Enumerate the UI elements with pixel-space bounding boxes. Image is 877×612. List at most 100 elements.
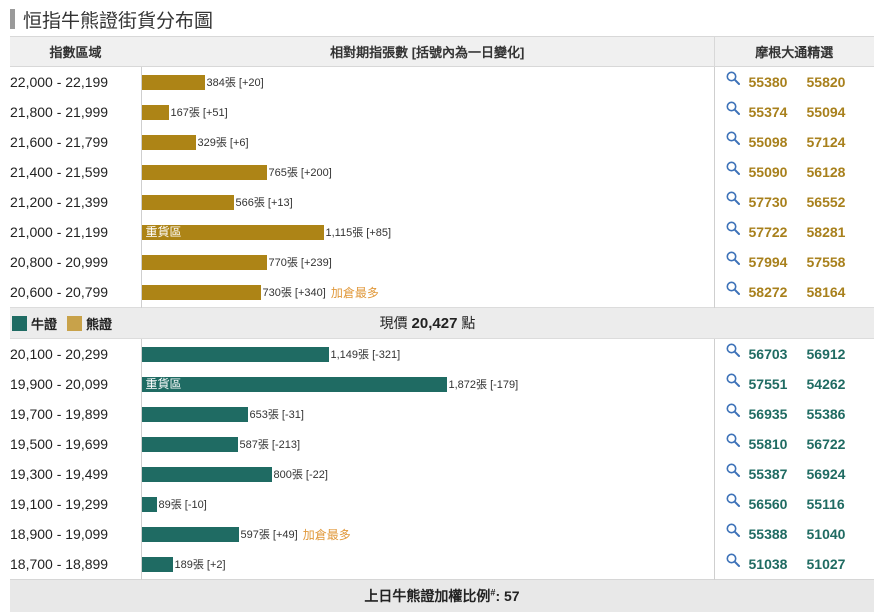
- links-cell: 57994 57558: [714, 247, 874, 277]
- bar-value-label: 167張 [+51]: [170, 107, 228, 119]
- bar-value-label: 384張 [+20]: [206, 77, 264, 89]
- bar-value-label: 329張 [+6]: [197, 137, 249, 149]
- bar-cell: 770張 [+239]: [140, 247, 715, 277]
- bear-bar: [141, 284, 261, 300]
- ratio-mark: #: [490, 587, 496, 598]
- warrant-code-link[interactable]: 55386: [806, 406, 846, 422]
- search-icon[interactable]: [726, 553, 740, 567]
- warrant-code-link[interactable]: 51038: [748, 556, 788, 572]
- bar-cell: 566張 [+13]: [140, 187, 715, 217]
- bar-value-label: 1,149張 [-321]: [330, 349, 401, 361]
- search-icon[interactable]: [726, 281, 740, 295]
- range-label: 20,600 - 20,799: [10, 284, 109, 300]
- search-icon[interactable]: [726, 523, 740, 537]
- search-icon[interactable]: [726, 161, 740, 175]
- bear-bar: [141, 134, 196, 150]
- warrant-code-link[interactable]: 55094: [806, 104, 846, 120]
- price-prefix: 現價: [379, 315, 408, 331]
- range-label: 21,600 - 21,799: [10, 134, 109, 150]
- bull-bar: [141, 346, 329, 362]
- bar-cell: 89張 [-10]: [140, 489, 715, 519]
- warrant-code-link[interactable]: 56722: [806, 436, 846, 452]
- ratio-value: 57: [504, 588, 520, 604]
- warrant-code-link[interactable]: 57730: [748, 194, 788, 210]
- warrant-code-link[interactable]: 56128: [806, 164, 846, 180]
- warrant-code-link[interactable]: 58272: [748, 284, 788, 300]
- warrant-code-link[interactable]: 56703: [748, 346, 788, 362]
- search-icon[interactable]: [726, 463, 740, 477]
- bar-cell: 800張 [-22]: [140, 459, 715, 489]
- search-icon[interactable]: [726, 343, 740, 357]
- links-cell: 55090 56128: [714, 157, 874, 187]
- bar-value-label: 597張 [+49]: [240, 529, 298, 541]
- bull-bar: [141, 496, 157, 512]
- bull-bar: [141, 466, 272, 482]
- bar-cell: 765張 [+200]: [140, 157, 715, 187]
- bear-row: 21,200 - 21,399 566張 [+13] 57730 56552: [10, 187, 874, 217]
- warrant-code-link[interactable]: 55090: [748, 164, 788, 180]
- warrant-code-link[interactable]: 51027: [806, 556, 846, 572]
- footer-row: 上日牛熊證加權比例#: 57: [10, 579, 874, 612]
- warrant-code-link[interactable]: 55820: [806, 74, 846, 90]
- links-cell: 56935 55386: [714, 399, 874, 429]
- warrant-code-link[interactable]: 57558: [806, 254, 846, 270]
- warrant-code-link[interactable]: 56924: [806, 466, 846, 482]
- bull-bar: [141, 436, 238, 452]
- bear-bar: [141, 164, 267, 180]
- warrant-code-link[interactable]: 51040: [806, 526, 846, 542]
- bar-cell: 1,149張 [-321]: [140, 338, 715, 369]
- ratio-sep: :: [495, 588, 501, 604]
- bar-value-label: 1,872張 [-179]: [448, 379, 519, 391]
- search-icon[interactable]: [726, 433, 740, 447]
- bar-cell: 329張 [+6]: [140, 127, 715, 157]
- warrant-code-link[interactable]: 56912: [806, 346, 846, 362]
- search-icon[interactable]: [726, 131, 740, 145]
- search-icon[interactable]: [726, 493, 740, 507]
- warrant-code-link[interactable]: 57994: [748, 254, 788, 270]
- search-icon[interactable]: [726, 71, 740, 85]
- warrant-code-link[interactable]: 55098: [748, 134, 788, 150]
- warrant-code-link[interactable]: 57722: [748, 224, 788, 240]
- links-cell: 57551 54262: [714, 369, 874, 399]
- price-suffix: 點: [461, 315, 476, 331]
- bull-bar: [141, 556, 173, 572]
- bar-note: 加倉最多: [330, 285, 379, 300]
- range-label: 22,000 - 22,199: [10, 74, 109, 90]
- search-icon[interactable]: [726, 191, 740, 205]
- warrant-code-link[interactable]: 55380: [748, 74, 788, 90]
- warrant-code-link[interactable]: 56935: [748, 406, 788, 422]
- current-price: 現價 20,427 點: [141, 307, 714, 339]
- search-icon[interactable]: [726, 101, 740, 115]
- search-icon[interactable]: [726, 403, 740, 417]
- bear-row: 20,800 - 20,999 770張 [+239] 57994 57558: [10, 247, 874, 277]
- warrant-code-link[interactable]: 55388: [748, 526, 788, 542]
- warrant-code-link[interactable]: 55810: [748, 436, 788, 452]
- warrant-code-link[interactable]: 58281: [806, 224, 846, 240]
- current-price-row: 牛證 熊證 現價 20,427 點: [10, 307, 874, 339]
- warrant-code-link[interactable]: 54262: [806, 376, 846, 392]
- warrant-code-link[interactable]: 55374: [748, 104, 788, 120]
- bull-bar: [141, 526, 239, 542]
- links-cell: 55374 55094: [714, 97, 874, 127]
- warrant-code-link[interactable]: 58164: [806, 284, 846, 300]
- bar-cell: 730張 [+340] 加倉最多: [140, 277, 715, 308]
- warrant-code-link[interactable]: 56560: [748, 496, 788, 512]
- links-cell: 55098 57124: [714, 127, 874, 157]
- warrant-code-link[interactable]: 56552: [806, 194, 846, 210]
- search-icon[interactable]: [726, 251, 740, 265]
- bar-cell: 384張 [+20]: [140, 66, 715, 97]
- warrant-code-link[interactable]: 57551: [748, 376, 788, 392]
- bull-row: 18,900 - 19,099 597張 [+49] 加倉最多 55388 51040: [10, 519, 874, 549]
- page-title: 恒指牛熊證街貨分布圖: [23, 10, 214, 32]
- warrant-code-link[interactable]: 55116: [806, 496, 845, 512]
- links-cell: 55387 56924: [714, 459, 874, 489]
- bar-cell: 重貨區 1,115張 [+85]: [140, 217, 715, 247]
- bull-row: 18,700 - 18,899 189張 [+2] 51038 51027: [10, 549, 874, 580]
- bull-row: 19,700 - 19,899 653張 [-31] 56935 55386: [10, 399, 874, 429]
- warrant-code-link[interactable]: 55387: [748, 466, 788, 482]
- search-icon[interactable]: [726, 373, 740, 387]
- warrant-code-link[interactable]: 57124: [806, 134, 846, 150]
- distribution-table: 指數區域 相對期指張數 [括號內為一日變化] 摩根大通精選 22,000 - 2…: [10, 36, 874, 612]
- bar-cell: 597張 [+49] 加倉最多: [140, 519, 715, 549]
- search-icon[interactable]: [726, 221, 740, 235]
